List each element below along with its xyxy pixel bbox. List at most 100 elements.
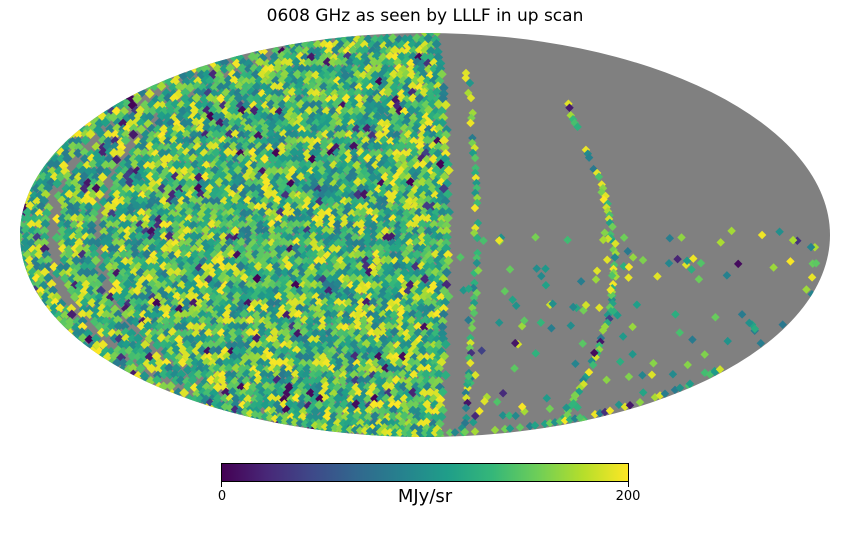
map-pixel — [237, 63, 248, 74]
chart-title: 0608 GHz as seen by LLLF in up scan — [266, 6, 584, 26]
map-pixel — [128, 123, 139, 134]
map-pixel — [185, 82, 196, 93]
map-pixel — [163, 136, 173, 147]
map-pixel — [295, 135, 306, 146]
map-pixel — [374, 129, 385, 140]
map-pixel — [241, 141, 252, 152]
map-pixel — [85, 129, 96, 140]
map-pixel — [276, 141, 287, 152]
map-pixel — [228, 81, 239, 92]
map-pixel — [350, 130, 361, 141]
map-pixel — [206, 111, 216, 122]
map-pixel — [180, 87, 191, 98]
map-pixel — [136, 118, 147, 128]
map-pixel — [265, 129, 276, 140]
map-pixel — [228, 141, 239, 152]
map-pixel — [337, 129, 348, 140]
map-pixel — [422, 135, 433, 146]
map-pixel — [409, 130, 420, 141]
map-pixel — [362, 123, 373, 134]
map-pixel — [224, 129, 235, 140]
map-pixel — [128, 129, 139, 140]
map-pixel — [251, 81, 262, 92]
map-pixel — [428, 130, 439, 141]
map-pixel — [343, 136, 353, 147]
map-pixel — [100, 117, 111, 128]
map-pixel — [110, 136, 121, 146]
map-pixel — [181, 129, 192, 140]
map-pixel — [168, 82, 179, 93]
map-pixel — [199, 94, 210, 104]
map-pixel — [156, 142, 167, 153]
map-pixel — [163, 93, 174, 103]
map-pixel — [208, 118, 219, 129]
map-pixel — [216, 82, 227, 93]
map-pixel — [216, 93, 227, 104]
map-pixel — [230, 123, 241, 134]
map-pixel — [351, 124, 362, 135]
map-pixel — [250, 118, 261, 129]
map-pixel — [237, 124, 248, 135]
map-pixel — [392, 130, 402, 141]
map-pixel — [360, 135, 371, 146]
map-pixel — [138, 136, 149, 147]
map-pixel — [302, 129, 313, 140]
map-pixel — [175, 111, 186, 122]
map-pixel — [187, 142, 197, 153]
map-pixel — [374, 124, 385, 135]
colorbar-unit-label: MJy/sr — [397, 486, 453, 507]
map-pixel — [331, 136, 342, 147]
map-pixel — [252, 93, 263, 104]
map-pixel — [199, 135, 210, 146]
map-pixel — [325, 129, 336, 140]
map-pixel — [295, 141, 306, 152]
map-pixel — [144, 112, 155, 122]
colorbar-tick-max — [628, 482, 629, 487]
map-pixel — [367, 130, 378, 141]
map-pixel — [103, 129, 114, 140]
map-pixel — [379, 135, 390, 146]
map-pixel — [67, 141, 78, 152]
map-pixel — [202, 123, 213, 134]
map-pixel — [195, 124, 206, 134]
map-pixels — [20, 33, 821, 437]
map-pixel — [145, 141, 156, 152]
map-pixel — [210, 82, 220, 93]
map-pixel — [216, 111, 227, 122]
map-pixel — [222, 141, 233, 152]
map-pixel — [138, 141, 149, 152]
map-pixel — [283, 142, 294, 153]
map-pixel — [169, 135, 180, 146]
map-pixel — [151, 136, 162, 147]
map-pixel — [441, 124, 452, 135]
map-pixel — [278, 129, 289, 139]
map-pixel — [191, 117, 202, 128]
map-pixel — [259, 142, 269, 153]
map-pixel — [253, 130, 264, 141]
map-pixel — [157, 93, 167, 104]
colorbar-tick-min — [221, 482, 222, 487]
map-pixel — [210, 141, 221, 152]
map-pixel — [121, 129, 132, 140]
map-pixel — [356, 130, 367, 141]
map-pixel — [73, 142, 84, 153]
map-pixel — [219, 63, 230, 74]
map-pixel — [231, 58, 242, 69]
map-pixel — [254, 141, 265, 152]
colorbar — [221, 463, 629, 482]
map-pixel — [166, 118, 177, 129]
map-pixel — [185, 117, 196, 128]
map-pixel — [191, 93, 202, 103]
map-pixel — [236, 130, 247, 141]
map-pixel — [271, 141, 282, 152]
colorbar-min-label: 0 — [217, 489, 227, 504]
map-pixel — [234, 81, 245, 92]
map-pixel — [278, 135, 289, 146]
map-pixel — [223, 75, 234, 85]
map-pixel — [91, 141, 102, 152]
map-pixel — [235, 141, 246, 152]
map-pixel — [174, 135, 185, 146]
map-pixel — [80, 135, 91, 146]
map-pixel — [154, 117, 165, 128]
